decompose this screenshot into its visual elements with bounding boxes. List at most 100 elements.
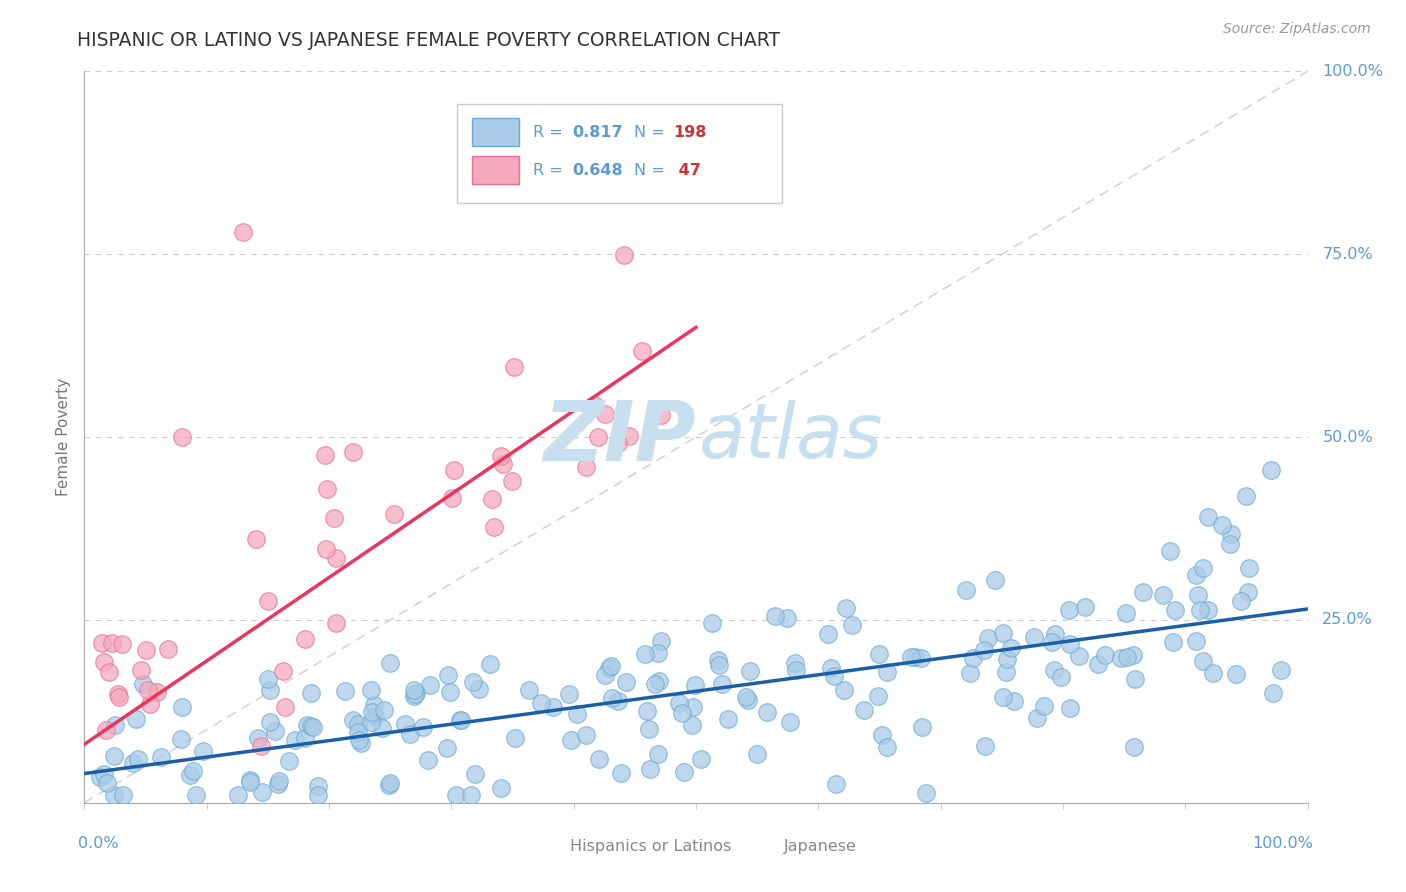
Text: R =: R = <box>533 125 568 139</box>
Point <box>307 779 329 793</box>
Point <box>1211 517 1233 532</box>
Point <box>245 533 267 547</box>
Text: ZIP: ZIP <box>543 397 696 477</box>
Point <box>267 776 290 790</box>
Point <box>689 752 711 766</box>
Point <box>717 712 740 726</box>
Text: Japanese: Japanese <box>785 839 856 855</box>
Point <box>226 789 249 803</box>
Point <box>785 657 807 671</box>
Point <box>1189 603 1212 617</box>
Text: N =: N = <box>634 162 669 178</box>
Point <box>868 690 890 704</box>
Point <box>259 682 281 697</box>
Text: R =: R = <box>533 162 568 178</box>
Point <box>984 573 1007 587</box>
Point <box>993 626 1015 640</box>
Text: N =: N = <box>634 125 669 139</box>
Point <box>93 655 115 669</box>
Point <box>1191 561 1213 575</box>
Point <box>1263 685 1285 699</box>
Point <box>1123 672 1146 686</box>
Point <box>1185 634 1208 648</box>
Point <box>342 444 364 458</box>
Point <box>706 653 728 667</box>
Point <box>575 460 598 475</box>
Point <box>316 482 339 496</box>
Point <box>955 582 977 597</box>
Point <box>482 519 505 533</box>
Point <box>647 747 669 761</box>
Point <box>876 665 898 679</box>
Point <box>1040 635 1063 649</box>
Point <box>94 723 117 738</box>
Point <box>347 716 370 731</box>
Point <box>325 616 347 631</box>
Point <box>350 736 373 750</box>
Point <box>560 732 582 747</box>
Text: 75.0%: 75.0% <box>1322 247 1374 261</box>
Point <box>745 747 768 761</box>
Point <box>1109 651 1132 665</box>
Point <box>104 718 127 732</box>
Point <box>910 651 932 665</box>
Point <box>634 647 657 661</box>
Point <box>378 777 401 791</box>
Point <box>461 674 484 689</box>
Point <box>111 637 134 651</box>
Point <box>600 690 623 705</box>
Point <box>737 693 759 707</box>
Point <box>1043 626 1066 640</box>
Point <box>323 511 346 525</box>
Point <box>468 681 491 696</box>
Point <box>100 636 122 650</box>
Point <box>832 683 855 698</box>
Text: atlas: atlas <box>699 401 883 474</box>
Point <box>405 686 427 700</box>
Point <box>735 690 758 704</box>
Point <box>756 705 779 719</box>
Point <box>444 789 467 803</box>
Point <box>1152 588 1174 602</box>
Point <box>127 752 149 766</box>
Point <box>278 754 301 768</box>
Point <box>711 677 734 691</box>
Point <box>378 776 401 790</box>
Point <box>823 668 845 682</box>
Point <box>122 756 145 770</box>
Point <box>1197 602 1219 616</box>
Point <box>835 601 858 615</box>
Point <box>1057 603 1080 617</box>
Point <box>394 717 416 731</box>
Point <box>1260 463 1282 477</box>
Point <box>418 753 440 767</box>
Point <box>382 507 405 521</box>
Point <box>598 660 620 674</box>
Point <box>685 678 707 692</box>
Text: HISPANIC OR LATINO VS JAPANESE FEMALE POVERTY CORRELATION CHART: HISPANIC OR LATINO VS JAPANESE FEMALE PO… <box>77 31 780 50</box>
Point <box>479 657 502 672</box>
Point <box>610 766 633 780</box>
Point <box>1122 648 1144 662</box>
FancyBboxPatch shape <box>472 156 519 184</box>
Point <box>145 685 167 699</box>
Point <box>650 408 672 422</box>
Point <box>1237 585 1260 599</box>
Point <box>314 448 336 462</box>
Point <box>325 551 347 566</box>
Point <box>614 674 637 689</box>
Point <box>89 770 111 784</box>
Text: 198: 198 <box>672 125 706 139</box>
Point <box>402 682 425 697</box>
Point <box>492 457 515 471</box>
Point <box>150 750 173 764</box>
Point <box>1164 603 1187 617</box>
Point <box>1059 700 1081 714</box>
Point <box>682 699 704 714</box>
Point <box>530 696 553 710</box>
Text: 0.0%: 0.0% <box>79 836 120 851</box>
Y-axis label: Female Poverty: Female Poverty <box>56 378 72 496</box>
Point <box>1073 599 1095 614</box>
Point <box>503 731 526 746</box>
Point <box>481 491 503 506</box>
